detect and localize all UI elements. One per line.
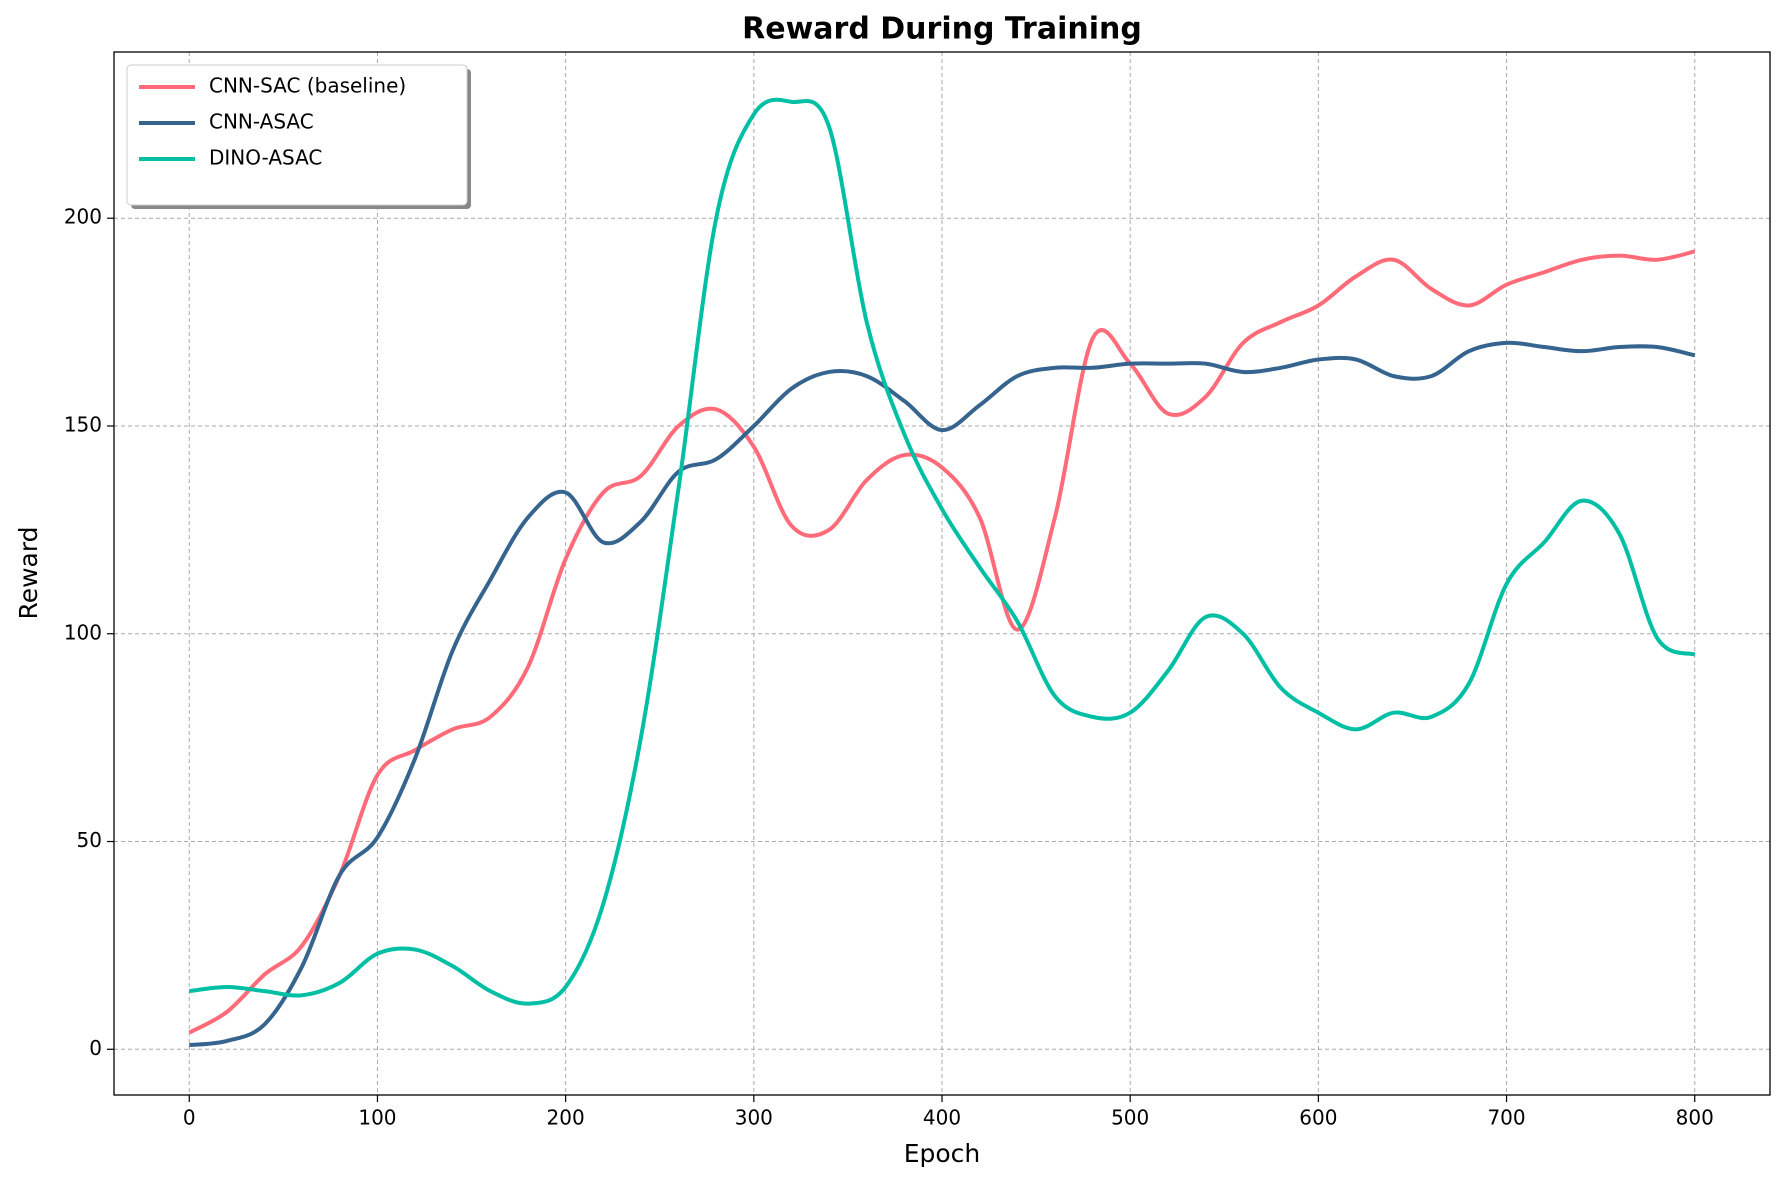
chart-title: Reward During Training [742,12,1142,47]
plot-frame [113,51,1771,1096]
y-tick-label: 0 [89,1036,102,1060]
series-line [189,97,1696,1006]
x-tick-label: 600 [1299,1106,1337,1130]
y-axis-label: Reward [14,526,43,619]
x-axis-label: Epoch [904,1139,981,1168]
x-tick-label: 100 [358,1106,396,1130]
legend [126,64,468,206]
y-tick-label: 100 [64,620,102,644]
x-tick-label: 200 [547,1106,585,1130]
x-tick-label: 700 [1487,1106,1525,1130]
x-tick-label: 400 [923,1106,961,1130]
legend-label: DINO-ASAC [209,146,322,170]
y-tick-label: 200 [64,205,102,229]
series-line [189,340,1696,1048]
y-tick-label: 150 [64,412,102,436]
x-tick-label: 300 [735,1106,773,1130]
legend-label: CNN-ASAC [209,110,314,134]
y-tick-label: 50 [77,828,102,852]
series-line [188,249,1696,1035]
legend-label: CNN-SAC (baseline) [209,74,406,98]
x-tick-label: 800 [1676,1106,1714,1130]
x-tick-label: 0 [183,1106,196,1130]
x-tick-label: 500 [1111,1106,1149,1130]
